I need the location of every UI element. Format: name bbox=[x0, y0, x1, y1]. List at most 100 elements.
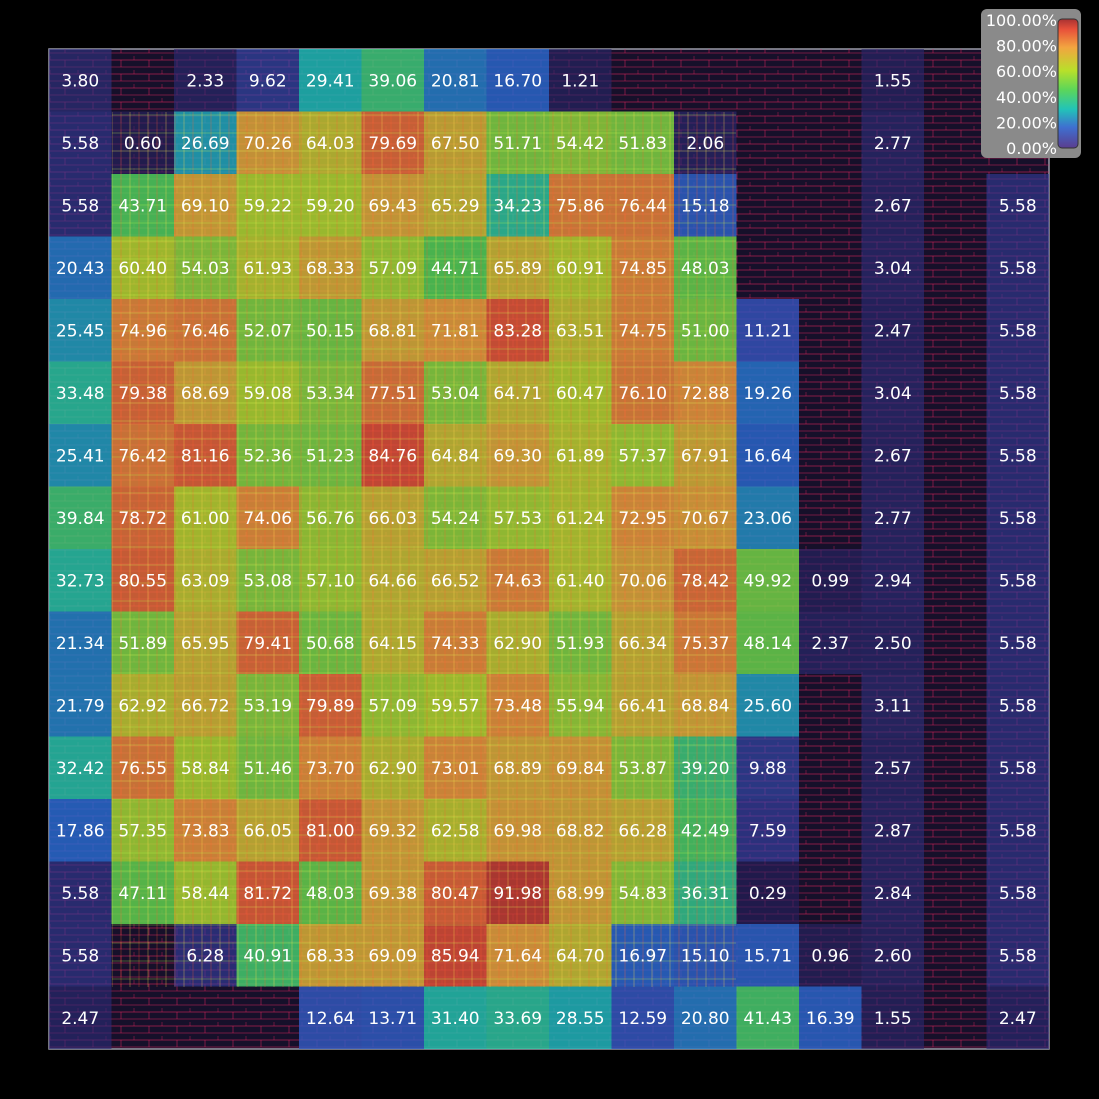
cell-value-label: 73.83 bbox=[181, 821, 230, 841]
cell-value-label: 5.58 bbox=[999, 634, 1037, 654]
cell-value-label: 54.24 bbox=[431, 509, 480, 529]
cell-value-label: 32.42 bbox=[56, 759, 105, 779]
heatmap-cell bbox=[49, 174, 112, 237]
cell-value-label: 2.33 bbox=[186, 71, 224, 91]
cell-value-label: 51.71 bbox=[493, 134, 542, 154]
heatmap-cell bbox=[861, 111, 924, 174]
cell-value-label: 59.08 bbox=[243, 384, 292, 404]
cell-value-label: 39.06 bbox=[368, 71, 417, 91]
heatmap-cell bbox=[49, 736, 112, 799]
cell-value-label: 73.70 bbox=[306, 759, 355, 779]
cell-value-label: 66.72 bbox=[181, 696, 230, 716]
cell-value-label: 23.06 bbox=[743, 509, 792, 529]
cell-value-label: 69.43 bbox=[368, 196, 417, 216]
heatmap-cell bbox=[361, 986, 424, 1049]
heatmap-cell bbox=[986, 174, 1049, 237]
cell-value-label: 76.42 bbox=[118, 446, 167, 466]
cell-value-label: 16.97 bbox=[618, 946, 667, 966]
cell-value-label: 1.55 bbox=[874, 1009, 912, 1029]
heatmap-cell bbox=[674, 986, 737, 1049]
heatmap-cell bbox=[549, 986, 612, 1049]
cell-value-label: 53.34 bbox=[306, 384, 355, 404]
heatmap-cell bbox=[49, 799, 112, 862]
wire-texture bbox=[112, 112, 736, 987]
cell-value-label: 81.16 bbox=[181, 446, 230, 466]
cell-value-label: 19.26 bbox=[743, 384, 792, 404]
cell-value-label: 58.44 bbox=[181, 884, 230, 904]
cell-value-label: 5.58 bbox=[999, 446, 1037, 466]
heatmap-cell bbox=[736, 861, 799, 924]
cell-value-label: 75.86 bbox=[556, 196, 605, 216]
cell-value-label: 73.48 bbox=[493, 696, 542, 716]
cell-value-label: 28.55 bbox=[556, 1009, 605, 1029]
cell-value-label: 2.94 bbox=[874, 571, 912, 591]
heatmap-cell bbox=[736, 924, 799, 987]
legend-tick-label: 20.00% bbox=[996, 113, 1057, 132]
cell-value-label: 67.91 bbox=[681, 446, 730, 466]
heatmap-cell bbox=[736, 799, 799, 862]
heatmap-cell bbox=[486, 986, 549, 1049]
cell-value-label: 5.58 bbox=[61, 134, 99, 154]
cell-value-label: 83.28 bbox=[493, 321, 542, 341]
heatmap-cell bbox=[986, 736, 1049, 799]
cell-value-label: 51.23 bbox=[306, 446, 355, 466]
legend-tick-label: 80.00% bbox=[996, 37, 1057, 56]
cell-value-label: 50.68 bbox=[306, 634, 355, 654]
cell-value-label: 59.57 bbox=[431, 696, 480, 716]
cell-value-label: 78.42 bbox=[681, 571, 730, 591]
heatmap-cell bbox=[799, 549, 862, 612]
heatmap-cell bbox=[299, 49, 362, 112]
heatmap-cell bbox=[49, 486, 112, 549]
cell-value-label: 6.28 bbox=[186, 946, 224, 966]
cell-value-label: 57.37 bbox=[618, 446, 667, 466]
cell-value-label: 2.67 bbox=[874, 446, 912, 466]
cell-value-label: 74.75 bbox=[618, 321, 667, 341]
cell-value-label: 5.58 bbox=[999, 321, 1037, 341]
cell-value-label: 13.71 bbox=[368, 1009, 417, 1029]
cell-value-label: 69.38 bbox=[368, 884, 417, 904]
cell-value-label: 5.58 bbox=[999, 384, 1037, 404]
cell-value-label: 39.84 bbox=[56, 509, 105, 529]
cell-value-label: 65.95 bbox=[181, 634, 230, 654]
heatmap-cell bbox=[736, 986, 799, 1049]
cell-value-label: 26.69 bbox=[181, 134, 230, 154]
cell-value-label: 52.07 bbox=[243, 321, 292, 341]
cell-value-label: 66.34 bbox=[618, 634, 667, 654]
heatmap-cell bbox=[49, 49, 112, 112]
cell-value-label: 56.76 bbox=[306, 509, 355, 529]
cell-value-label: 2.37 bbox=[811, 634, 849, 654]
cell-value-label: 5.58 bbox=[999, 759, 1037, 779]
cell-value-label: 21.34 bbox=[56, 634, 105, 654]
heatmap-cell bbox=[736, 674, 799, 737]
cell-value-label: 50.15 bbox=[306, 321, 355, 341]
heatmap-cell bbox=[49, 861, 112, 924]
cell-value-label: 72.88 bbox=[681, 384, 730, 404]
cell-value-label: 68.84 bbox=[681, 696, 730, 716]
heatmap-cell bbox=[424, 49, 487, 112]
cell-value-label: 15.18 bbox=[681, 196, 730, 216]
heatmap-cell bbox=[174, 49, 237, 112]
heatmap-cell bbox=[861, 861, 924, 924]
cell-value-label: 1.21 bbox=[561, 71, 599, 91]
cell-value-label: 0.60 bbox=[124, 134, 162, 154]
cell-value-label: 53.19 bbox=[243, 696, 292, 716]
cell-value-label: 74.33 bbox=[431, 634, 480, 654]
cell-value-label: 53.87 bbox=[618, 759, 667, 779]
cell-value-label: 59.22 bbox=[243, 196, 292, 216]
cell-value-label: 57.10 bbox=[306, 571, 355, 591]
cell-value-label: 66.52 bbox=[431, 571, 480, 591]
cell-value-label: 76.10 bbox=[618, 384, 667, 404]
cell-value-label: 61.40 bbox=[556, 571, 605, 591]
heatmap-cell bbox=[49, 674, 112, 737]
heatmap-cell bbox=[49, 924, 112, 987]
cell-value-label: 33.69 bbox=[493, 1009, 542, 1029]
cell-value-label: 68.33 bbox=[306, 946, 355, 966]
heatmap-cell bbox=[49, 361, 112, 424]
cell-value-label: 66.28 bbox=[618, 821, 667, 841]
cell-value-label: 53.04 bbox=[431, 384, 480, 404]
heatmap-cell bbox=[799, 986, 862, 1049]
heatmap-cell bbox=[861, 924, 924, 987]
cell-value-label: 54.42 bbox=[556, 134, 605, 154]
heatmap-cell bbox=[861, 299, 924, 362]
heatmap-cell bbox=[736, 611, 799, 674]
